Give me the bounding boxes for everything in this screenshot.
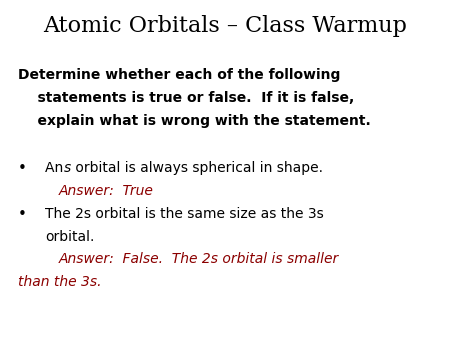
Text: statements is true or false.  If it is false,: statements is true or false. If it is fa… (18, 91, 354, 104)
Text: orbital.: orbital. (45, 230, 94, 243)
Text: •: • (18, 207, 27, 221)
Text: Answer:  True: Answer: True (58, 184, 153, 197)
Text: s: s (64, 161, 71, 174)
Text: An: An (45, 161, 68, 174)
Text: •: • (18, 161, 27, 175)
Text: Determine whether each of the following: Determine whether each of the following (18, 68, 340, 81)
Text: The 2s orbital is the same size as the 3s: The 2s orbital is the same size as the 3… (45, 207, 324, 220)
Text: Atomic Orbitals – Class Warmup: Atomic Orbitals – Class Warmup (43, 15, 407, 37)
Text: Answer:  False.  The 2s orbital is smaller: Answer: False. The 2s orbital is smaller (58, 252, 339, 266)
Text: explain what is wrong with the statement.: explain what is wrong with the statement… (18, 114, 371, 127)
Text: orbital is always spherical in shape.: orbital is always spherical in shape. (71, 161, 323, 174)
Text: than the 3s.: than the 3s. (18, 275, 102, 289)
